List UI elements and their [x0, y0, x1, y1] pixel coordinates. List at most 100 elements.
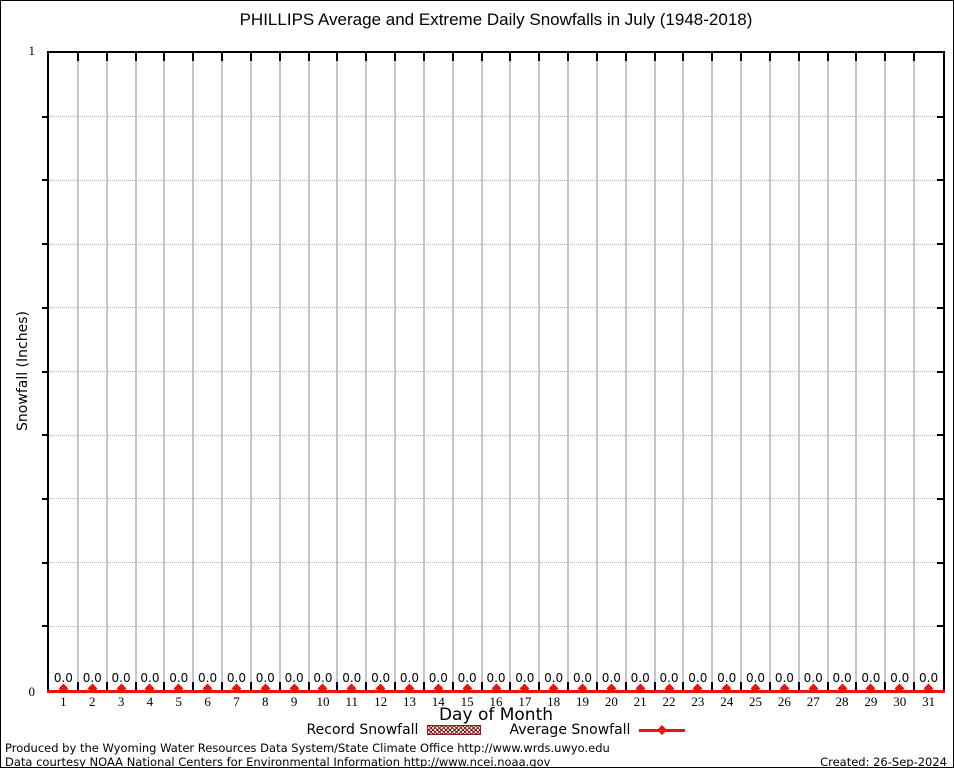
point-value-label: 0.0: [342, 671, 362, 685]
point-value-label: 0.0: [832, 671, 852, 685]
day-tick-label: 9: [290, 694, 298, 709]
point-value-label: 0.0: [82, 671, 102, 685]
y-tick-left: [42, 243, 49, 246]
x-tick-bottom: [163, 682, 166, 690]
x-tick-bottom: [480, 682, 483, 690]
x-tick-bottom: [192, 682, 195, 690]
x-tick-bottom: [105, 682, 108, 690]
day-tick-label: 14: [431, 694, 445, 709]
x-tick-top: [307, 53, 310, 61]
point-value-label: 0.0: [861, 671, 881, 685]
minor-gridline: [49, 371, 943, 372]
x-tick-top: [76, 53, 79, 61]
x-tick-bottom: [509, 682, 512, 690]
legend: Record Snowfall Average Snowfall: [47, 722, 945, 738]
x-tick-top: [249, 53, 252, 61]
minor-gridline: [49, 625, 943, 627]
point-value-label: 0.0: [284, 671, 304, 685]
x-tick-bottom: [134, 682, 137, 690]
point-value-label: 0.0: [601, 671, 621, 685]
x-tick-bottom: [249, 682, 252, 690]
day-tick-label: 26: [777, 694, 791, 709]
day-tick-label: 18: [547, 694, 561, 709]
y-tick-left: [42, 115, 49, 118]
y-tick-label: 0: [28, 684, 36, 699]
minor-gridline: [49, 498, 943, 500]
point-value-label: 0.0: [198, 671, 218, 685]
point-value-label: 0.0: [428, 671, 448, 685]
x-tick-top: [624, 53, 627, 61]
x-tick-bottom: [278, 682, 281, 690]
x-tick-bottom: [653, 682, 656, 690]
x-tick-top: [884, 53, 887, 61]
point-value-label: 0.0: [659, 671, 679, 685]
y-tick-right: [937, 561, 943, 564]
day-tick-label: 7: [233, 694, 240, 709]
x-axis-tick-labels: 1 2 3 4 5 6 7 8 9 10 11 12 13 14 15 16 17 18 19 20 21 22 23 24 2…: [49, 695, 943, 709]
point-value-label: 0.0: [919, 671, 939, 685]
x-tick-top: [797, 53, 800, 61]
x-tick-top: [740, 53, 743, 61]
x-tick-top: [105, 53, 108, 61]
minor-gridline: [49, 562, 943, 564]
x-tick-bottom: [394, 682, 397, 690]
y-tick-left: [42, 306, 49, 309]
day-tick-label: 22: [662, 694, 676, 709]
point-value-label: 0.0: [140, 671, 160, 685]
day-tick-label: 17: [518, 694, 532, 709]
y-tick-label: 1: [28, 43, 36, 58]
x-tick-top: [567, 53, 570, 61]
minor-gridline: [49, 179, 943, 181]
x-tick-top: [278, 53, 281, 61]
day-tick-label: 24: [720, 694, 734, 709]
x-tick-top: [480, 53, 483, 61]
point-value-label: 0.0: [630, 671, 650, 685]
point-value-label: 0.0: [313, 671, 333, 685]
x-tick-bottom: [740, 682, 743, 690]
day-tick-label: 31: [922, 694, 936, 709]
day-tick-label: 20: [604, 694, 618, 709]
y-tick-left: [42, 625, 49, 628]
y-tick-right: [937, 306, 943, 309]
legend-average-snowfall-label: Average Snowfall: [509, 722, 631, 738]
day-tick-label: 3: [117, 694, 125, 709]
x-tick-top: [163, 53, 166, 61]
day-tick-label: 2: [88, 694, 96, 709]
x-tick-top: [422, 53, 425, 61]
day-tick-label: 25: [749, 694, 763, 709]
day-tick-label: 23: [691, 694, 705, 709]
y-tick-right: [937, 179, 943, 182]
day-tick-label: 13: [402, 694, 416, 709]
point-value-label: 0.0: [745, 671, 766, 685]
day-tick-label: 16: [489, 694, 503, 709]
day-tick-label: 30: [893, 694, 907, 709]
producer-credit-text: Produced by the Wyoming Water Resources …: [5, 741, 610, 755]
point-value-label: 0.0: [515, 671, 535, 685]
x-tick-bottom: [451, 682, 454, 690]
day-tick-label: 28: [835, 694, 849, 709]
point-value-label: 0.0: [717, 671, 737, 685]
x-tick-top: [365, 53, 368, 61]
created-date-text: Created: 26-Sep-2024: [820, 755, 947, 768]
x-tick-bottom: [913, 682, 916, 690]
point-value-label: 0.0: [688, 671, 708, 685]
day-tick-label: 19: [576, 694, 589, 709]
x-tick-bottom: [595, 682, 598, 690]
x-tick-top: [826, 53, 829, 61]
x-tick-bottom: [826, 682, 829, 690]
x-tick-bottom: [797, 682, 800, 690]
y-tick-left: [42, 434, 49, 437]
average-snowfall-key-icon: [639, 725, 686, 735]
x-tick-bottom: [538, 682, 541, 690]
point-value-label: 0.0: [226, 671, 246, 685]
x-tick-bottom: [682, 682, 685, 690]
y-tick-left: [42, 497, 49, 500]
x-tick-top: [595, 53, 598, 61]
minor-gridline: [49, 116, 943, 118]
data-credit-text: Data courtesy NOAA National Centers for …: [5, 755, 551, 768]
chart-title: PHILLIPS Average and Extreme Daily Snowf…: [239, 10, 753, 29]
x-tick-bottom: [76, 682, 79, 690]
x-tick-bottom: [768, 682, 771, 690]
y-tick-right: [937, 370, 943, 373]
